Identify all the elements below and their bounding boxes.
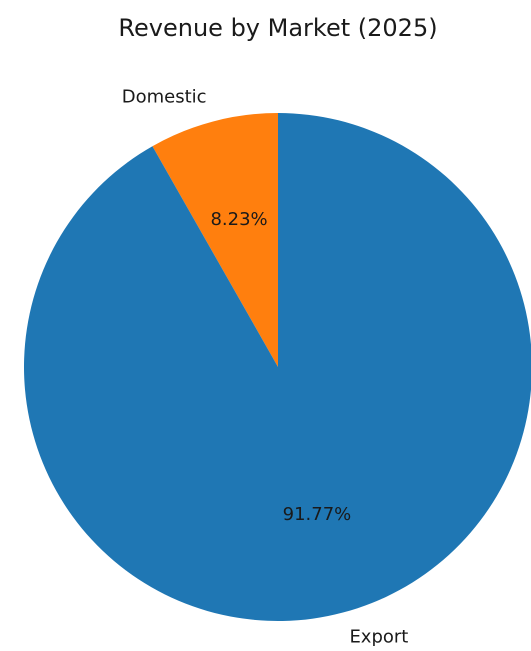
- pct-label-domestic: 8.23%: [210, 209, 267, 230]
- slice-label-domestic: Domestic: [122, 86, 207, 107]
- slice-label-export: Export: [349, 627, 408, 648]
- chart-title: Revenue by Market (2025): [118, 14, 437, 42]
- pct-label-export: 91.77%: [283, 504, 352, 525]
- pie-slices: [24, 113, 531, 621]
